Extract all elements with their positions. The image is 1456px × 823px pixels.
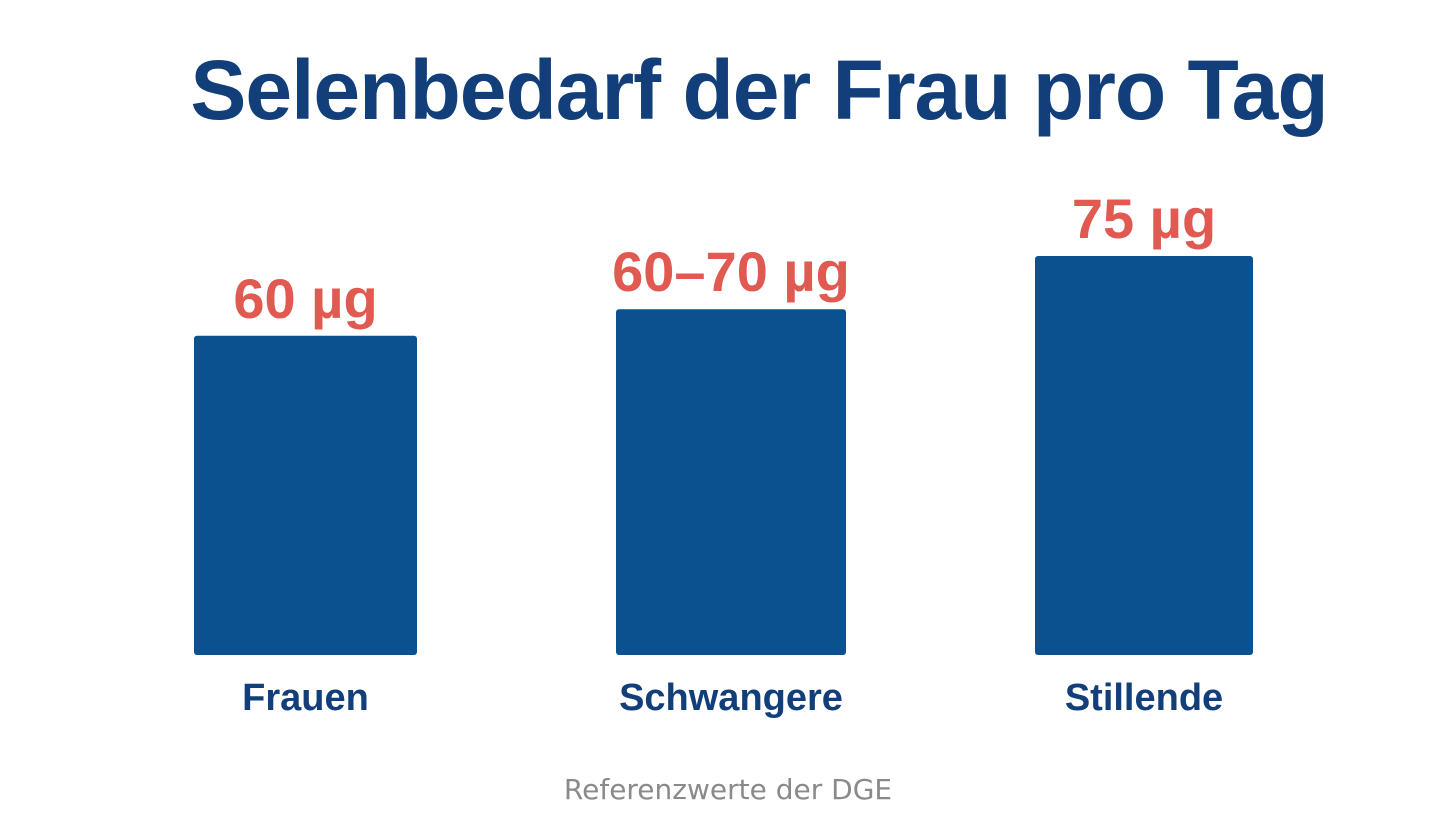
category-label-schwangere: Schwangere xyxy=(619,677,843,719)
category-label-stillende: Stillende xyxy=(1065,677,1223,719)
value-label-frauen: 60 µg xyxy=(233,267,377,330)
value-label-schwangere: 60–70 µg xyxy=(612,240,850,303)
chart-title: Selenbedarf der Frau pro Tag xyxy=(190,43,1328,137)
bar-frauen xyxy=(194,335,417,655)
bars-layer xyxy=(194,256,1253,655)
bar-schwangere xyxy=(616,309,846,655)
category-labels-layer: Frauen Schwangere Stillende xyxy=(242,677,1223,719)
value-label-stillende: 75 µg xyxy=(1072,187,1216,250)
category-label-frauen: Frauen xyxy=(242,677,369,719)
source-footnote: Referenzwerte der DGE xyxy=(563,773,893,806)
bar-stillende xyxy=(1035,256,1253,655)
value-labels-layer: 60 µg 60–70 µg 75 µg xyxy=(233,187,1216,330)
